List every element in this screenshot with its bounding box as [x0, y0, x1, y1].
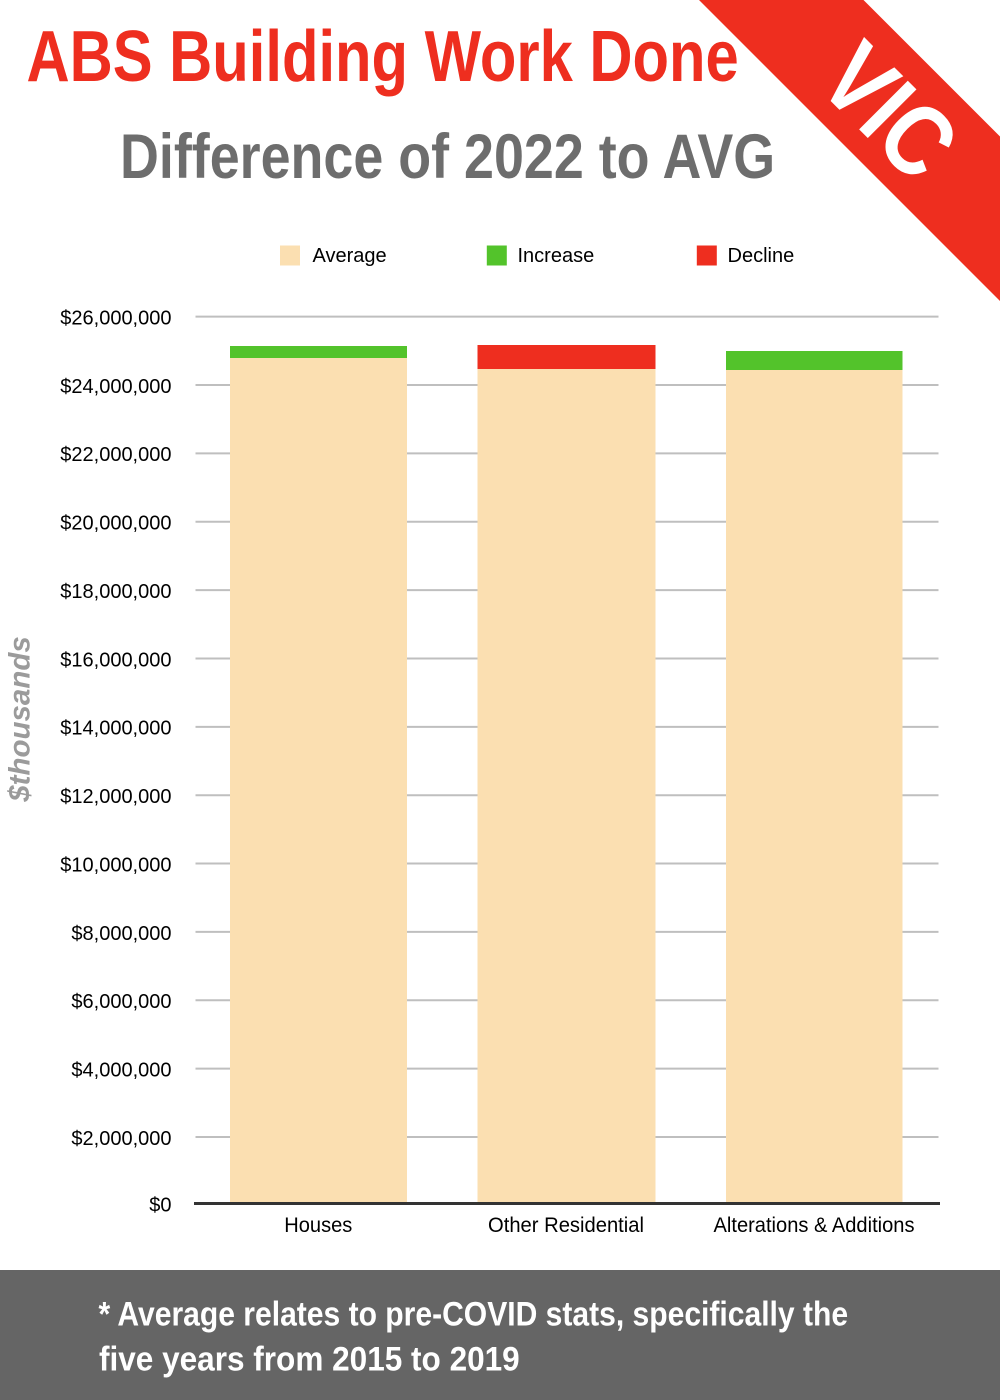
svg-text:$6,000,000: $6,000,000 [71, 991, 171, 1013]
svg-text:Increase: Increase [518, 245, 595, 267]
svg-text:$16,000,000: $16,000,000 [60, 649, 171, 671]
svg-text:Other Residential: Other Residential [488, 1214, 644, 1237]
svg-text:Houses: Houses [284, 1214, 352, 1237]
svg-text:Decline: Decline [728, 245, 795, 267]
svg-text:$24,000,000: $24,000,000 [60, 376, 171, 398]
svg-text:$22,000,000: $22,000,000 [60, 444, 171, 466]
svg-text:$8,000,000: $8,000,000 [71, 923, 171, 945]
svg-text:$4,000,000: $4,000,000 [71, 1060, 171, 1082]
svg-text:Alterations & Additions: Alterations & Additions [714, 1214, 915, 1237]
svg-text:Difference of 2022 to AVG: Difference of 2022 to AVG [120, 122, 775, 192]
svg-text:* Average relates to pre-COVID: * Average relates to pre-COVID stats, sp… [99, 1295, 849, 1333]
svg-text:$14,000,000: $14,000,000 [60, 718, 171, 740]
svg-text:five years from 2015 to 2019: five years from 2015 to 2019 [99, 1340, 520, 1378]
svg-text:$20,000,000: $20,000,000 [60, 513, 171, 535]
svg-text:$0: $0 [149, 1194, 171, 1216]
svg-text:$12,000,000: $12,000,000 [60, 786, 171, 808]
svg-text:$thousands: $thousands [4, 636, 37, 803]
svg-text:$26,000,000: $26,000,000 [60, 308, 171, 330]
svg-text:$18,000,000: $18,000,000 [60, 581, 171, 603]
svg-text:$10,000,000: $10,000,000 [60, 854, 171, 876]
svg-text:Average: Average [313, 245, 387, 267]
svg-text:$2,000,000: $2,000,000 [71, 1128, 171, 1150]
svg-text:ABS Building Work Done: ABS Building Work Done [27, 17, 739, 98]
